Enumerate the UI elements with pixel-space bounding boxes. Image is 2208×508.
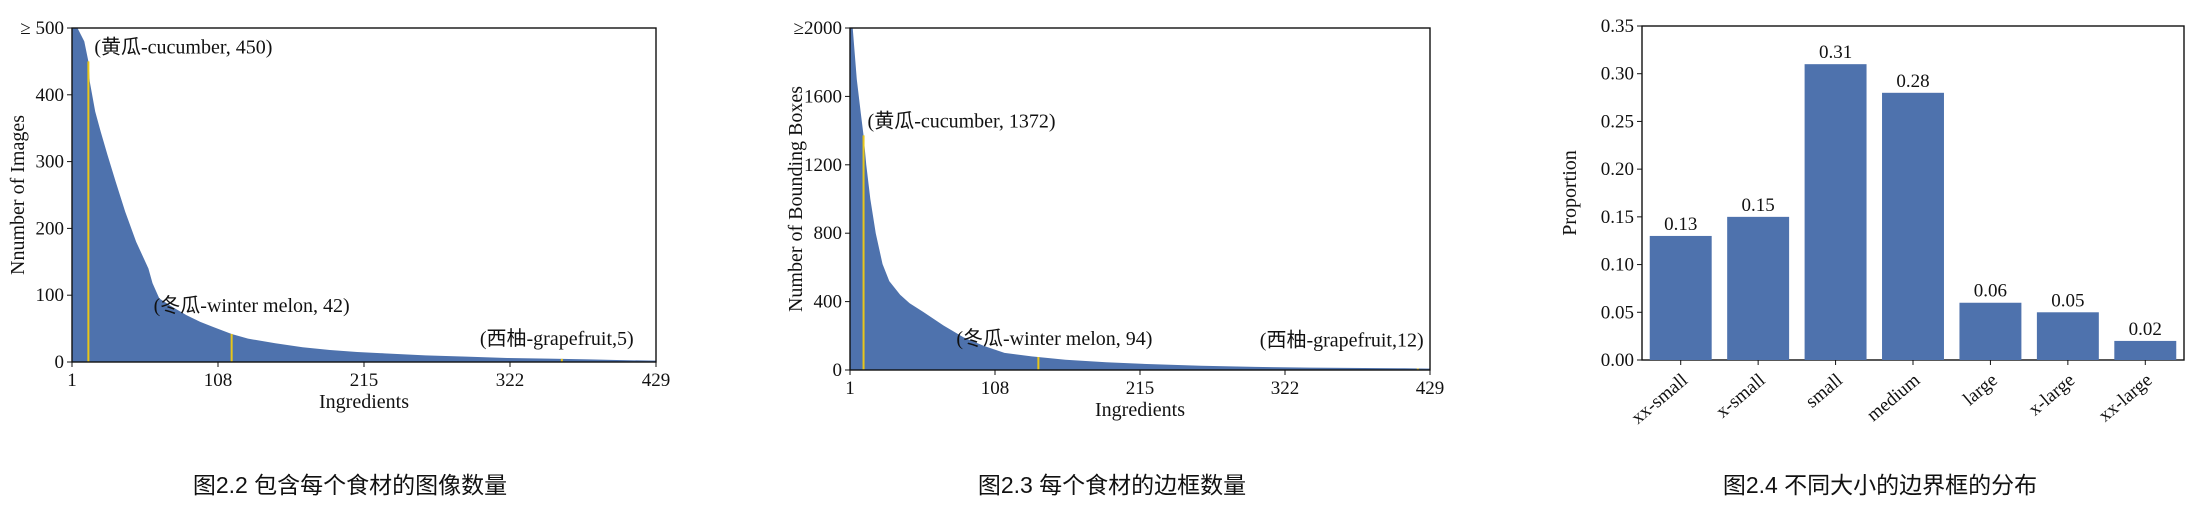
x-tick-label: 1 [67, 370, 77, 391]
caption-figure-2-4: 图2.4 不同大小的边界框的分布 [1722, 472, 2038, 498]
y-tick-label: 800 [814, 223, 843, 244]
y-tick-label: 0.15 [1601, 207, 1634, 228]
x-tick-label: x-large [2025, 370, 2079, 420]
bar-value-label: 0.28 [1896, 71, 1929, 92]
bar [1727, 216, 1790, 360]
x-tick-label: 1 [845, 378, 855, 399]
bboxes-per-ingredient-chart: (黄瓜-cucumber, 1372) (冬瓜-winter melon, 94)… [785, 18, 1445, 421]
bar [2114, 340, 2177, 360]
y-tick-label: 0 [55, 352, 65, 373]
y-axis-label: Proportion [1559, 150, 1581, 236]
bar-value-label: 0.06 [1974, 281, 2007, 302]
bar [1959, 302, 2022, 360]
y-tick-label: 0.30 [1601, 64, 1634, 85]
y-tick-label: 0.25 [1601, 111, 1634, 132]
annotation-label: (黄瓜-cucumber, 450) [94, 35, 272, 58]
x-tick-label: medium [1863, 370, 1924, 426]
bbox-size-distribution-chart: 0.13 xx-small 0.15 x-small 0.31 small 0.28 medi… [1559, 16, 2185, 429]
bar-value-label: 0.05 [2051, 290, 2084, 311]
x-axis-label: Ingredients [1095, 399, 1185, 421]
y-tick-label: 300 [36, 152, 65, 173]
x-tick-label: 429 [642, 370, 671, 391]
x-tick-label: 108 [204, 370, 233, 391]
bar-value-label: 0.02 [2129, 319, 2162, 340]
series-area [850, 28, 1430, 370]
bar [1804, 64, 1867, 361]
x-tick-label: 322 [496, 370, 525, 391]
y-tick-label: 200 [36, 218, 65, 239]
x-tick-label: xx-small [1627, 370, 1691, 429]
x-tick-label: small [1802, 370, 1847, 413]
bar-value-label: 0.31 [1819, 42, 1852, 63]
caption-figure-2-2: 图2.2 包含每个食材的图像数量 [192, 472, 508, 498]
images-per-ingredient-chart: (黄瓜-cucumber, 450) (冬瓜-winter melon, 42) (… [7, 18, 671, 413]
x-tick-label: 429 [1416, 378, 1445, 399]
bar [1882, 92, 1944, 361]
y-tick-label: 0 [833, 360, 843, 381]
annotation-label: (西柚-grapefruit,12) [1260, 328, 1424, 351]
y-tick-label: 0.05 [1601, 302, 1634, 323]
y-tick-label: 400 [36, 85, 65, 106]
y-tick-label: 0.00 [1601, 350, 1634, 371]
plot-frame [849, 27, 1431, 371]
y-tick-label: 1200 [804, 155, 842, 176]
bar-value-label: 0.15 [1742, 195, 1775, 216]
x-tick-label: 215 [350, 370, 379, 391]
annotation-label: (西柚-grapefruit,5) [480, 327, 634, 350]
bar [1649, 235, 1712, 360]
annotation-label: (冬瓜-winter melon, 94) [956, 327, 1152, 350]
y-tick-label: 100 [36, 285, 65, 306]
x-tick-label: xx-large [2095, 370, 2157, 427]
x-tick-label: 215 [1126, 378, 1155, 399]
y-tick-label: ≥2000 [794, 18, 842, 39]
bar-value-label: 0.13 [1664, 214, 1697, 235]
y-tick-label: 400 [814, 292, 843, 313]
y-axis-label: Nnumber of Images [7, 115, 29, 275]
x-tick-label: large [1959, 370, 2001, 410]
x-tick-label: 322 [1271, 378, 1300, 399]
y-axis-label: Number of Bounding Boxes [785, 86, 807, 312]
annotation-label: (冬瓜-winter melon, 42) [154, 294, 350, 317]
y-tick-label: 0.20 [1601, 159, 1634, 180]
series-area [72, 28, 656, 362]
y-tick-label: 1600 [804, 86, 842, 107]
x-axis-label: Ingredients [319, 391, 409, 413]
bar [2036, 312, 2099, 360]
y-tick-label: 0.10 [1601, 255, 1634, 276]
annotation-label: (黄瓜-cucumber, 1372) [868, 109, 1056, 132]
x-tick-label: 108 [981, 378, 1010, 399]
y-tick-label: 0.35 [1601, 16, 1634, 37]
x-tick-label: x-small [1712, 370, 1769, 423]
caption-figure-2-3: 图2.3 每个食材的边框数量 [977, 472, 1247, 498]
y-tick-label: ≥ 500 [20, 18, 64, 39]
